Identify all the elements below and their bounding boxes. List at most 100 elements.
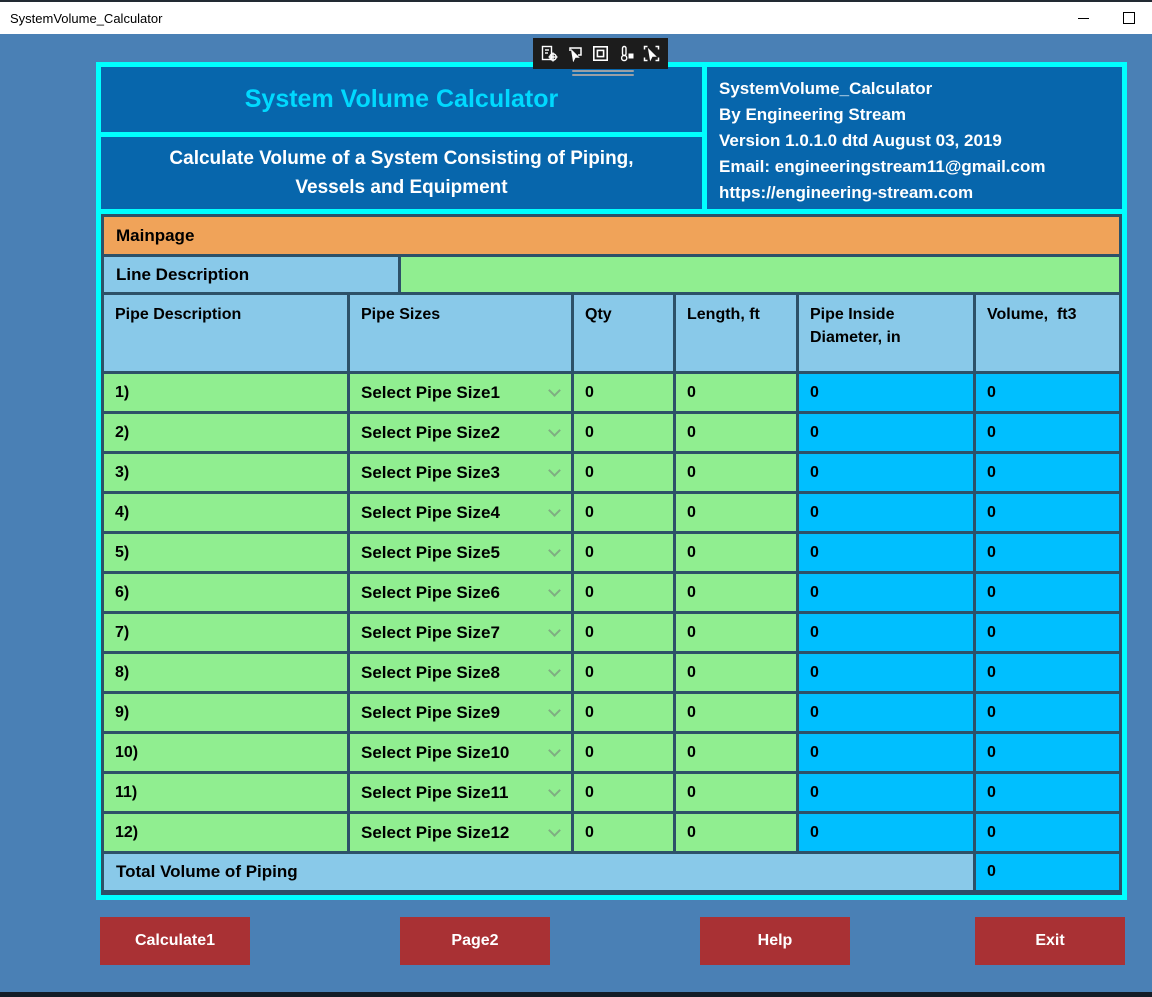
pipe-description-cell[interactable]: 5) [104,534,347,571]
qty-input[interactable]: 0 [574,814,673,851]
pipe-size-dropdown[interactable]: Select Pipe Size9 [350,694,571,731]
pipe-size-dropdown[interactable]: Select Pipe Size11 [350,774,571,811]
snip-toolbar-drag-handle[interactable] [572,70,634,78]
diameter-value: 0 [799,774,973,811]
exit-button[interactable]: Exit [975,917,1125,965]
pipe-size-dropdown[interactable]: Select Pipe Size1 [350,374,571,411]
info-line: Email: engineeringstream11@gmail.com [719,157,1046,176]
taskbar-edge [0,992,1152,997]
table-row: 10) Select Pipe Size10 0 0 0 0 [104,734,1119,771]
pipe-size-dropdown[interactable]: Select Pipe Size2 [350,414,571,451]
length-input[interactable]: 0 [676,374,796,411]
minimize-icon [1077,17,1089,19]
chevron-down-icon [548,823,561,837]
col-header-qty: Qty [574,295,673,371]
diameter-value: 0 [799,534,973,571]
pipe-size-dropdown[interactable]: Select Pipe Size7 [350,614,571,651]
volume-value: 0 [976,614,1119,651]
qty-input[interactable]: 0 [574,534,673,571]
length-input[interactable]: 0 [676,654,796,691]
pipe-size-dropdown[interactable]: Select Pipe Size6 [350,574,571,611]
pipe-description-cell[interactable]: 6) [104,574,347,611]
pipe-description-cell[interactable]: 4) [104,494,347,531]
pipe-description-cell[interactable]: 12) [104,814,347,851]
pipe-description-cell[interactable]: 11) [104,774,347,811]
window-snip-icon[interactable] [592,45,610,63]
calculate1-button[interactable]: Calculate1 [100,917,250,965]
region-snip-icon[interactable] [566,45,584,63]
pipe-size-dropdown[interactable]: Select Pipe Size8 [350,654,571,691]
pipe-size-dropdown[interactable]: Select Pipe Size12 [350,814,571,851]
diameter-value: 0 [799,814,973,851]
length-input[interactable]: 0 [676,534,796,571]
table-row: 11) Select Pipe Size11 0 0 0 0 [104,774,1119,811]
qty-input[interactable]: 0 [574,694,673,731]
length-input[interactable]: 0 [676,494,796,531]
pipe-description-cell[interactable]: 7) [104,614,347,651]
calculator-panel: System Volume Calculator Calculate Volum… [96,62,1127,900]
length-input[interactable]: 0 [676,814,796,851]
line-description-input[interactable] [401,257,1119,292]
info-line: By Engineering Stream [719,105,907,124]
chevron-down-icon [548,663,561,677]
diameter-value: 0 [799,454,973,491]
app-subtitle: Calculate Volume of a System Consisting … [169,147,634,198]
page2-button[interactable]: Page2 [400,917,550,965]
pipe-description-cell[interactable]: 3) [104,454,347,491]
maximize-button[interactable] [1106,2,1152,34]
length-input[interactable]: 0 [676,774,796,811]
pipe-description-cell[interactable]: 8) [104,654,347,691]
qty-input[interactable]: 0 [574,374,673,411]
length-input[interactable]: 0 [676,574,796,611]
length-input[interactable]: 0 [676,614,796,651]
length-input[interactable]: 0 [676,694,796,731]
col-header-pipe-sizes: Pipe Sizes [350,295,571,371]
total-volume-label: Total Volume of Piping [104,854,973,890]
fullscreen-snip-icon[interactable] [643,45,661,63]
pipe-size-dropdown[interactable]: Select Pipe Size4 [350,494,571,531]
diameter-value: 0 [799,614,973,651]
diameter-value: 0 [799,574,973,611]
line-description-label: Line Description [104,257,398,292]
pipe-description-cell[interactable]: 10) [104,734,347,771]
new-snip-icon[interactable] [541,45,559,63]
pipe-size-dropdown[interactable]: Select Pipe Size3 [350,454,571,491]
line-description-row: Line Description [104,257,1119,292]
qty-input[interactable]: 0 [574,414,673,451]
qty-input[interactable]: 0 [574,734,673,771]
delay-snip-icon[interactable] [617,45,635,63]
volume-value: 0 [976,414,1119,451]
header-section: System Volume Calculator Calculate Volum… [101,67,1122,209]
pipe-description-cell[interactable]: 2) [104,414,347,451]
chevron-down-icon [548,783,561,797]
table-row: 1) Select Pipe Size1 0 0 0 0 [104,374,1119,411]
diameter-value: 0 [799,734,973,771]
help-button[interactable]: Help [700,917,850,965]
length-input[interactable]: 0 [676,454,796,491]
qty-input[interactable]: 0 [574,774,673,811]
chevron-down-icon [548,503,561,517]
qty-input[interactable]: 0 [574,454,673,491]
qty-input[interactable]: 0 [574,574,673,611]
window-title: SystemVolume_Calculator [10,10,163,26]
qty-input[interactable]: 0 [574,494,673,531]
pipe-size-dropdown[interactable]: Select Pipe Size10 [350,734,571,771]
volume-value: 0 [976,574,1119,611]
info-line: SystemVolume_Calculator [719,79,933,98]
qty-input[interactable]: 0 [574,654,673,691]
pipe-description-cell[interactable]: 9) [104,694,347,731]
table-row: 6) Select Pipe Size6 0 0 0 0 [104,574,1119,611]
total-volume-value: 0 [976,854,1119,890]
volume-value: 0 [976,494,1119,531]
length-input[interactable]: 0 [676,414,796,451]
pipe-description-cell[interactable]: 1) [104,374,347,411]
length-input[interactable]: 0 [676,734,796,771]
table-row: 7) Select Pipe Size7 0 0 0 0 [104,614,1119,651]
qty-input[interactable]: 0 [574,614,673,651]
table-row: 8) Select Pipe Size8 0 0 0 0 [104,654,1119,691]
chevron-down-icon [548,703,561,717]
pipe-size-dropdown[interactable]: Select Pipe Size5 [350,534,571,571]
col-header-length: Length, ft [676,295,796,371]
minimize-button[interactable] [1060,2,1106,34]
maximize-icon [1123,12,1135,24]
